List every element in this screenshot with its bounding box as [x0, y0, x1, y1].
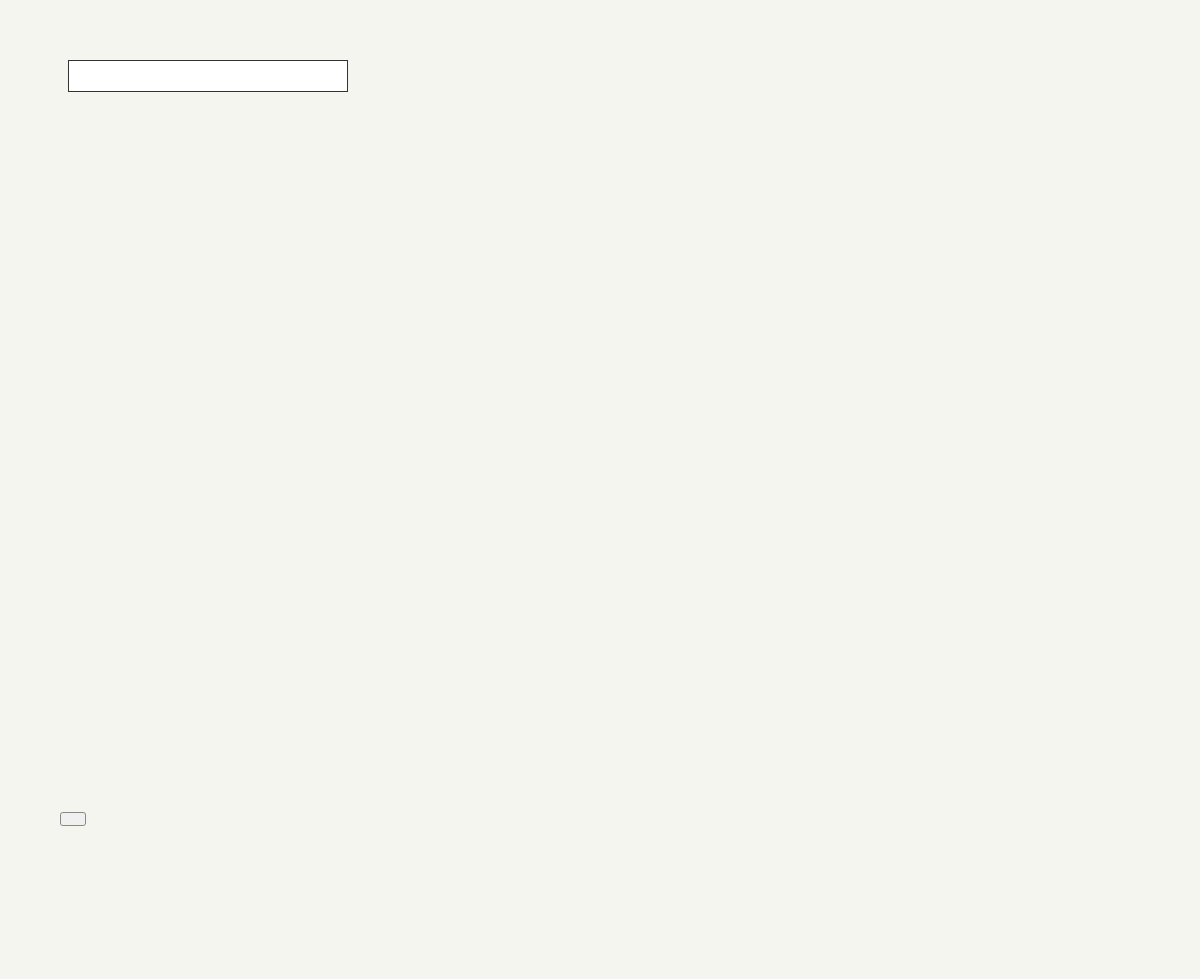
- grid-svg: [60, 122, 740, 802]
- answer-input[interactable]: [68, 60, 348, 92]
- clear-all-button[interactable]: [60, 812, 86, 826]
- draw-toolbar: [60, 812, 1140, 826]
- answer-row: [60, 60, 1140, 92]
- graph-canvas[interactable]: [60, 122, 740, 802]
